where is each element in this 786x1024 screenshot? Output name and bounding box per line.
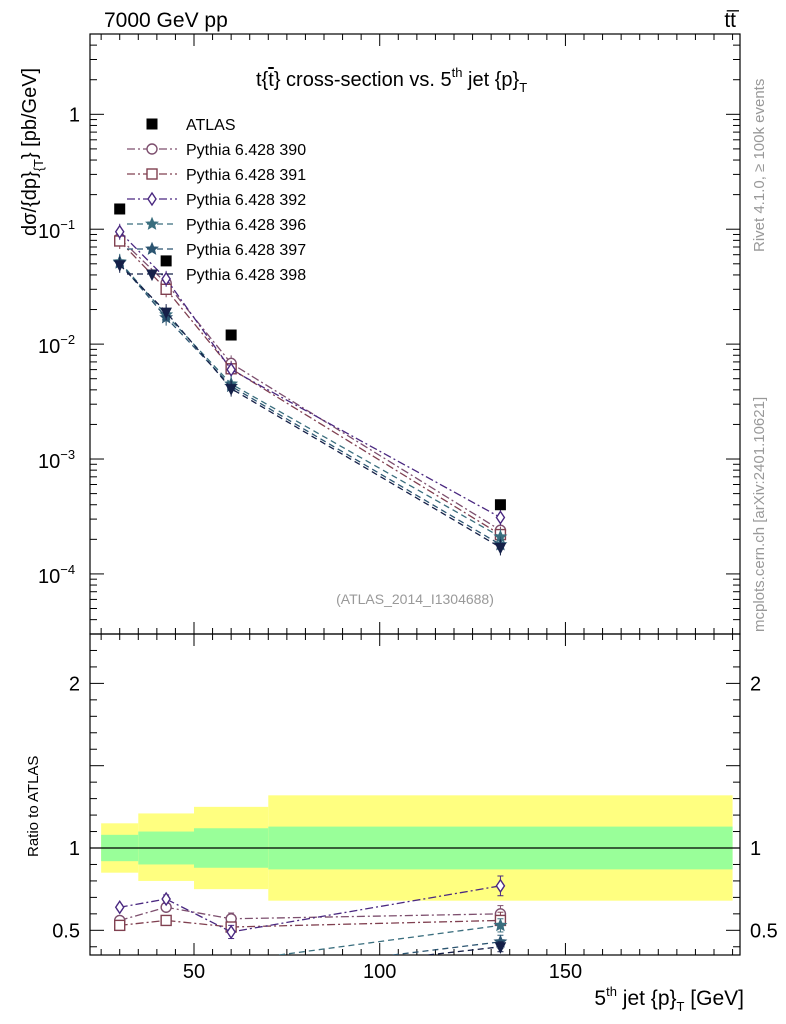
rivet-version-text: Rivet 4.1.0, ≥ 100k events [751, 79, 768, 252]
y-tick-label: 10−3 [38, 447, 75, 473]
header-left: 7000 GeV pp [104, 9, 228, 32]
legend-marker [146, 269, 158, 282]
ratio-series-group [114, 875, 508, 955]
legend: ATLAS Pythia 6.428 390 Pythia 6.428 391 Pyt… [127, 117, 306, 284]
ratio-y-axis-label: Ratio to ATLAS [25, 756, 42, 857]
ratio-series-marker-shape [495, 878, 506, 894]
atlas-data-point [494, 499, 506, 511]
ratio-series-line [119, 919, 501, 928]
ratio-series-marker-shape [161, 891, 171, 907]
legend-atlas-marker [146, 118, 158, 130]
ratio-series-marker [494, 942, 507, 954]
ratio-y-tick-label-right: 0.5 [750, 920, 778, 942]
main-series-marker [113, 260, 126, 272]
y-tick-label: 10−2 [38, 332, 75, 358]
legend-marker [145, 241, 159, 255]
ratio-series-marker [226, 924, 236, 940]
ratio-series-marker-shape [226, 924, 236, 940]
y-tick-label: 10−1 [38, 217, 75, 243]
legend-label: Pythia 6.428 391 [186, 167, 306, 184]
ratio-series-marker [114, 899, 125, 915]
legend-marker-shape [146, 269, 158, 282]
legend-marker-shape [146, 143, 158, 155]
legend-label: Pythia 6.428 392 [186, 192, 306, 209]
ratio-series-line [278, 924, 501, 955]
ratio-series-marker [495, 878, 506, 894]
main-series-marker-shape [494, 542, 507, 555]
ratio-y-tick-label: 2 [69, 673, 80, 695]
ratio-series-line [119, 906, 501, 922]
mcplots-citation-text: mcplots.cern.ch [arXiv:2401.10621] [751, 397, 768, 632]
atlas-data-point [160, 255, 172, 267]
main-series-marker [160, 307, 172, 320]
ratio-series-marker [114, 919, 126, 932]
legend-marker [146, 168, 158, 180]
main-series-marker-shape [161, 271, 171, 287]
x-axis-label: 5th jet {p}T [GeV] [594, 984, 744, 1014]
ratio-plot-frame [89, 633, 741, 956]
legend-label: Pythia 6.428 396 [186, 217, 306, 234]
ratio-plot: 50 100 150 0.5 0.5 1 1 2 2 [52, 633, 778, 983]
legend-marker-shape [145, 241, 159, 255]
main-series-marker-shape [226, 362, 236, 377]
main-series-marker [114, 224, 125, 240]
y-tick-label: 1 [69, 104, 80, 126]
ratio-series-marker [160, 914, 172, 927]
main-series-marker-shape [114, 224, 125, 240]
ratio-series-marker [493, 918, 508, 932]
atlas-data-point [225, 329, 237, 341]
x-tick-label: 50 [183, 961, 205, 983]
legend-marker [146, 143, 158, 155]
ratio-series-marker-shape [160, 914, 172, 927]
analysis-watermark: (ATLAS_2014_I1304688) [336, 591, 494, 607]
main-series-line [119, 264, 501, 548]
header-right: tt̅ [724, 9, 740, 32]
ratio-series-marker-shape [114, 919, 126, 932]
ratio-y-tick-label-right: 1 [750, 838, 761, 860]
legend-atlas-label: ATLAS [186, 117, 236, 134]
atlas-data-point [114, 203, 126, 215]
legend-marker-shape [146, 168, 158, 180]
legend-marker-shape [147, 191, 157, 207]
main-series-line [119, 262, 501, 546]
legend-marker [147, 191, 157, 207]
main-y-axis-label: dσ/{dp}{T} [pb/GeV] [19, 68, 46, 236]
main-series-line [119, 238, 501, 531]
main-series-marker-shape [160, 307, 172, 320]
ratio-series-marker-shape [114, 899, 125, 915]
legend-label: Pythia 6.428 390 [186, 142, 306, 159]
main-series-marker-shape [113, 260, 126, 272]
x-tick-label: 150 [549, 961, 582, 983]
legend-marker [145, 216, 159, 230]
y-tick-label: 10−4 [38, 562, 75, 588]
main-series-marker [161, 271, 171, 287]
main-series-marker [226, 362, 236, 377]
ratio-series-line [427, 946, 501, 955]
main-series-marker [494, 542, 507, 555]
main-series-marker-shape [495, 510, 506, 525]
main-series-marker [225, 384, 237, 396]
ratio-y-tick-label: 1 [69, 838, 80, 860]
main-series-marker-shape [225, 384, 237, 396]
main-plot: 1 10−1 10−2 10−3 10−4 [38, 33, 741, 955]
ratio-series-marker [161, 891, 171, 907]
ratio-series-marker-shape [494, 942, 507, 954]
legend-label: Pythia 6.428 398 [186, 267, 306, 284]
ratio-series-marker-shape [493, 918, 508, 932]
main-series-marker [495, 510, 506, 525]
legend-marker-shape [145, 216, 159, 230]
main-series-line [119, 240, 501, 536]
main-series-line [119, 231, 501, 519]
ratio-series-line [119, 885, 501, 933]
legend-label: Pythia 6.428 397 [186, 242, 306, 259]
ratio-series-line [392, 941, 501, 955]
ratio-y-tick-label-right: 2 [750, 673, 761, 695]
x-tick-label: 100 [363, 961, 396, 983]
main-plot-title: t{t} cross-section vs. 5th jet {p}T [256, 65, 527, 95]
ratio-y-tick-label: 0.5 [52, 920, 80, 942]
